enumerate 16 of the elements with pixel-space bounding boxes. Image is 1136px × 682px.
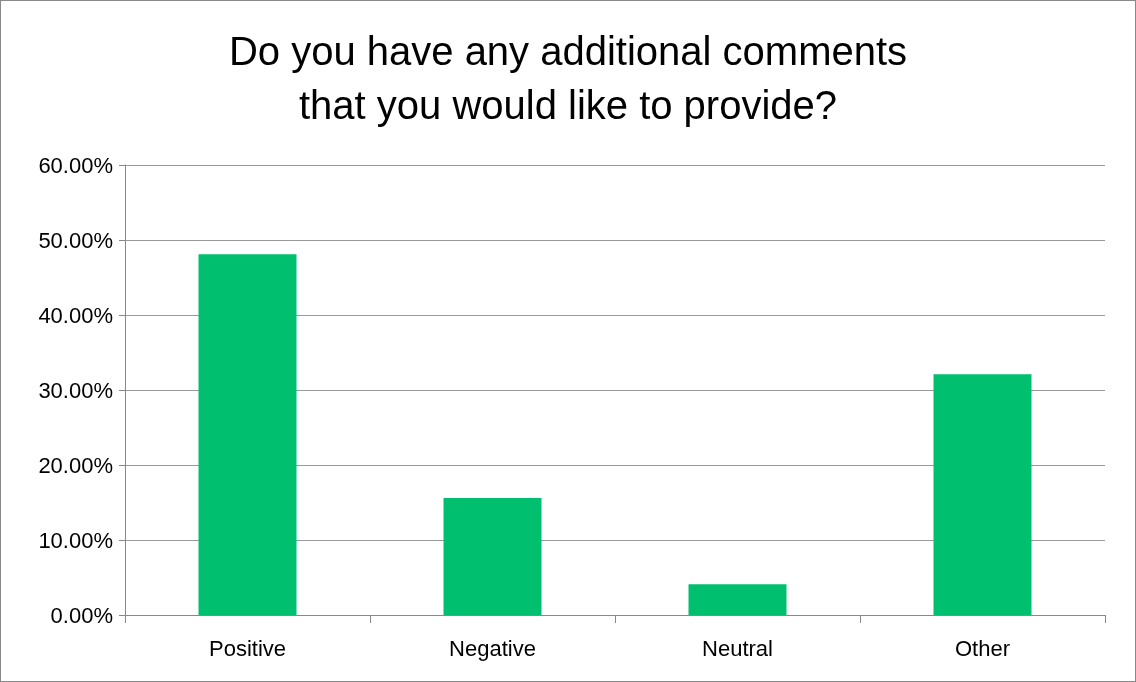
x-tick-label: Other: [954, 635, 1011, 661]
bar: [198, 254, 297, 615]
y-tick-label: 20.00%: [38, 452, 113, 478]
x-tick-label: Positive: [208, 635, 287, 661]
x-tick-label: Negative: [449, 635, 536, 661]
bar: [688, 584, 787, 615]
bar: [933, 374, 1032, 615]
y-tick-label: 0.00%: [50, 602, 113, 628]
y-tick-label: 10.00%: [38, 527, 113, 553]
y-tick-label: 60.00%: [38, 152, 113, 178]
y-tick-label: 50.00%: [38, 227, 113, 253]
y-tick-label: 40.00%: [38, 302, 113, 328]
chart-title: Do you have any additional comments that you would like to provide?: [228, 29, 908, 127]
bar: [443, 498, 542, 615]
x-tick-label: Neutral: [702, 635, 773, 661]
y-tick-label: 30.00%: [38, 377, 113, 403]
